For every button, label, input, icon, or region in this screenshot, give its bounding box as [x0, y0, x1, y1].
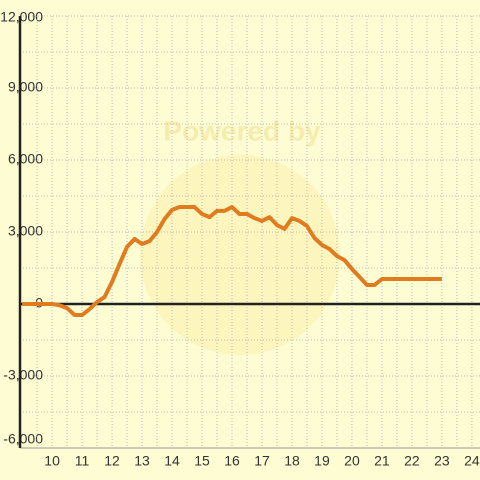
y-tick-label: 3,000 — [8, 223, 43, 239]
y-tick-label: 12,000 — [0, 9, 43, 25]
x-tick-label: 11 — [75, 453, 90, 469]
x-tick-label: 10 — [44, 453, 60, 469]
y-tick-label: -3,000 — [3, 367, 43, 383]
x-tick-label: 13 — [134, 453, 150, 469]
x-tick-label: 23 — [434, 453, 450, 469]
x-tick-label: 15 — [194, 453, 210, 469]
x-tick-label: 18 — [284, 453, 300, 469]
x-tick-label: 20 — [344, 453, 360, 469]
x-tick-label: 14 — [164, 453, 180, 469]
y-tick-label: 6,000 — [8, 151, 43, 167]
x-tick-label: 19 — [314, 453, 330, 469]
watermark-logo — [140, 155, 340, 355]
x-tick-label: 21 — [374, 453, 390, 469]
x-tick-label: 22 — [404, 453, 420, 469]
y-tick-label: -6,000 — [3, 431, 43, 447]
x-tick-label: 16 — [224, 453, 240, 469]
x-tick-label: 12 — [104, 453, 120, 469]
x-tick-label: 17 — [254, 453, 270, 469]
series-line — [22, 205, 442, 318]
y-tick-label: 9,000 — [8, 79, 43, 95]
x-tick-label: 24 — [464, 453, 480, 469]
watermark: Powered by — [163, 115, 321, 146]
